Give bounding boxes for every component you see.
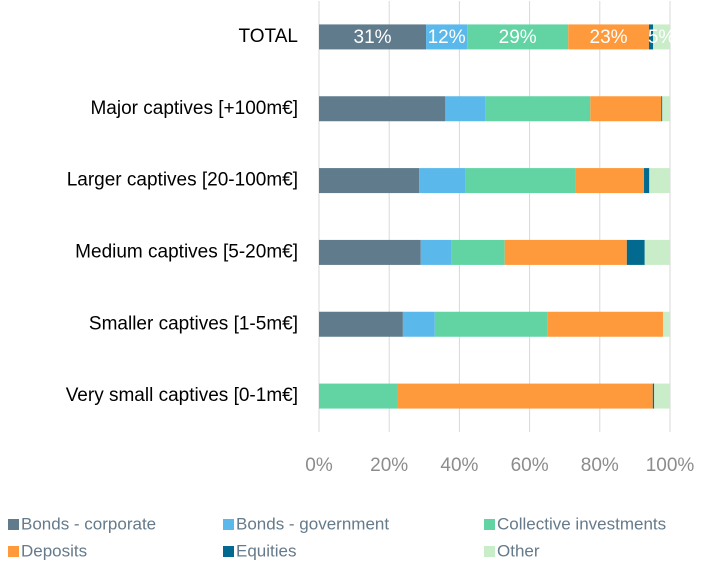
legend-label: Collective investments xyxy=(497,514,666,533)
bar-segment xyxy=(485,96,591,122)
x-tick-label: 60% xyxy=(511,455,549,476)
bar-segment xyxy=(434,311,548,337)
bar-segment xyxy=(319,96,446,122)
legend-swatch xyxy=(8,519,19,530)
legend-swatch xyxy=(8,546,19,557)
bar-segment xyxy=(419,168,466,194)
bar-segment xyxy=(445,96,486,122)
legend-swatch xyxy=(484,519,495,530)
bar-segment xyxy=(662,96,670,122)
bar-segment xyxy=(654,383,670,409)
bar-segment xyxy=(547,311,663,337)
bar-segment xyxy=(467,24,569,50)
bar-segment xyxy=(661,96,663,122)
x-tick-label: 80% xyxy=(581,455,619,476)
bar-segment xyxy=(504,239,627,265)
bar-segment xyxy=(652,383,655,409)
y-tick-label: Major captives [+100m€] xyxy=(90,98,298,119)
y-tick-label: Larger captives [20-100m€] xyxy=(67,170,298,191)
y-tick-label: Medium captives [5-20m€] xyxy=(75,241,298,262)
bar-segment xyxy=(397,383,653,409)
data-label: 31% xyxy=(354,27,392,48)
bar-segment xyxy=(319,311,403,337)
bar-segment xyxy=(420,239,452,265)
bar-segment xyxy=(465,168,576,194)
data-label: 5% xyxy=(648,27,676,48)
bar-segment xyxy=(451,239,505,265)
bar-segment xyxy=(319,24,427,50)
data-label: 12% xyxy=(428,27,466,48)
bar-segment xyxy=(662,311,670,337)
data-label: 23% xyxy=(590,27,628,48)
y-tick-label: TOTAL xyxy=(239,26,298,47)
legend-label: Bonds - government xyxy=(236,514,389,533)
bar-segment xyxy=(626,239,645,265)
bar-segment xyxy=(568,24,649,50)
legend-swatch xyxy=(484,546,495,557)
bar-segment xyxy=(575,168,645,194)
bar-segment xyxy=(319,168,420,194)
y-tick-label: Smaller captives [1-5m€] xyxy=(89,313,298,334)
bar-segment xyxy=(648,24,654,50)
bar-segment xyxy=(426,24,468,50)
bar-segment xyxy=(653,24,670,50)
legend-label: Bonds - corporate xyxy=(21,514,156,533)
data-label: 29% xyxy=(499,27,537,48)
bar-segment xyxy=(644,168,650,194)
bar-segment xyxy=(649,168,670,194)
bar-segment xyxy=(644,239,670,265)
y-tick-label: Very small captives [0-1m€] xyxy=(66,385,298,406)
legend-swatch xyxy=(223,519,234,530)
x-tick-label: 20% xyxy=(370,455,408,476)
x-tick-label: 40% xyxy=(440,455,478,476)
bar-segment xyxy=(402,311,435,337)
bar-segment xyxy=(319,239,421,265)
x-tick-label: 100% xyxy=(646,455,695,476)
x-tick-label: 0% xyxy=(305,455,333,476)
bar-segment xyxy=(590,96,662,122)
legend-label: Deposits xyxy=(21,541,87,560)
legend-swatch xyxy=(223,546,234,557)
bar-segment xyxy=(319,383,398,409)
legend-label: Other xyxy=(497,541,540,560)
legend-label: Equities xyxy=(236,541,296,560)
